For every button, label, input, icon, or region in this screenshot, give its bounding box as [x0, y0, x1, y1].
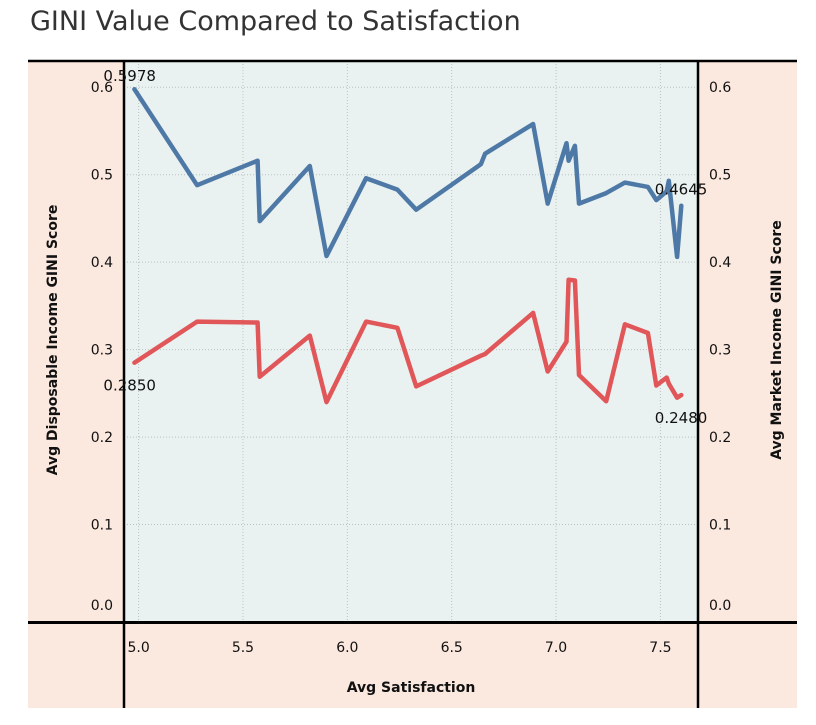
x-tick-label: 6.0 [336, 640, 358, 656]
red-start-label: 0.2850 [103, 377, 156, 395]
series-lines [132, 86, 684, 405]
chart-title: GINI Value Compared to Satisfaction [30, 6, 521, 37]
gridlines [124, 61, 698, 621]
x-tick-label: 6.5 [441, 640, 463, 656]
right-axis-title: Avg Market Income GINI Score [769, 220, 785, 460]
red-end-label: 0.2480 [655, 409, 708, 427]
x-axis-title: Avg Satisfaction [347, 680, 476, 696]
right-y-tick-label: 0.0 [709, 598, 731, 614]
disposable-income-gini-line [132, 86, 684, 260]
market-income-gini-line [132, 277, 684, 405]
right-y-tick-label: 0.1 [709, 518, 731, 534]
left-y-tick-label: 0.4 [91, 255, 113, 271]
left-y-tick-label: 0.0 [91, 598, 113, 614]
blue-end-label: 0.4645 [655, 181, 708, 199]
x-tick-label: 5.5 [232, 640, 254, 656]
x-tick-label: 7.5 [649, 640, 671, 656]
bottom-axis-panel [28, 624, 797, 708]
right-y-tick-label: 0.6 [709, 80, 731, 96]
left-y-tick-label: 0.5 [91, 168, 113, 184]
right-y-tick-label: 0.5 [709, 168, 731, 184]
left-y-tick-label: 0.6 [91, 80, 113, 96]
tick-labels: 0.0 0.0 0.1 0.1 0.2 0.2 0.3 0.3 0.4 0.4 0.5 0.5 0.6 0… [91, 80, 732, 656]
left-y-tick-label: 0.3 [91, 343, 113, 359]
blue-start-label: 0.5978 [103, 67, 156, 85]
right-y-tick-label: 0.3 [709, 343, 731, 359]
x-tick-label: 5.0 [127, 640, 149, 656]
data-labels: 0.5978 0.4645 0.2850 0.2480 [103, 67, 707, 427]
left-y-tick-label: 0.1 [91, 518, 113, 534]
left-axis-title: Avg Disposable Income GINI Score [45, 205, 61, 476]
left-axis-panel [28, 61, 124, 621]
plot-area [124, 61, 698, 621]
x-tick-label: 7.0 [545, 640, 567, 656]
left-y-tick-label: 0.2 [91, 430, 113, 446]
right-y-tick-label: 0.4 [709, 255, 731, 271]
right-axis-panel [698, 61, 797, 621]
right-y-tick-label: 0.2 [709, 430, 731, 446]
